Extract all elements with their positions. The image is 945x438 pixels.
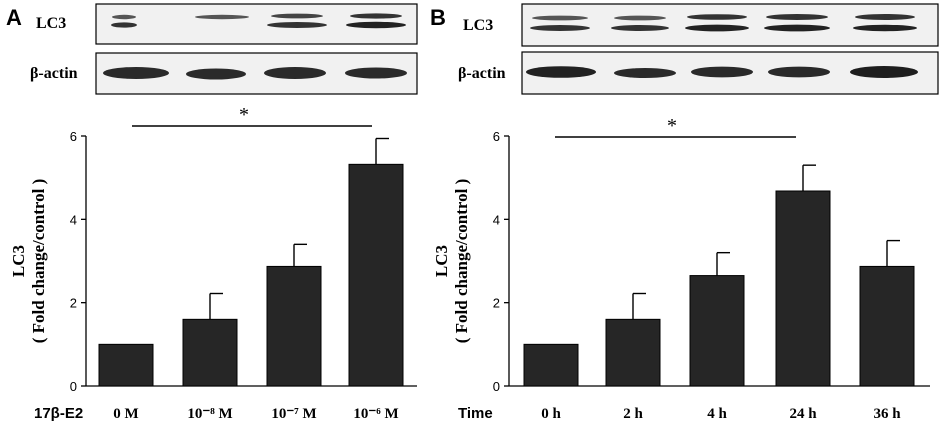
y-tick-label: 2	[493, 296, 500, 311]
blot-band	[768, 66, 830, 78]
bar	[859, 265, 915, 387]
bar	[266, 265, 322, 387]
panel-b-actin-blot: β-actin	[458, 51, 939, 95]
panel-b-lc3-blot: LC3	[463, 3, 939, 47]
panel-b-actin-label: β-actin	[458, 65, 506, 82]
blot-band	[855, 14, 915, 20]
bar	[182, 318, 238, 387]
blot-band	[853, 24, 917, 32]
y-tick-label: 0	[493, 379, 500, 394]
panel-b-letter: B	[430, 5, 446, 30]
panel-b-lc3-label: LC3	[463, 17, 493, 34]
bar	[605, 318, 661, 387]
blot-band	[691, 66, 753, 78]
blot-band	[685, 24, 749, 32]
significance-star: *	[667, 115, 677, 137]
panel-a-actin-label: β-actin	[30, 65, 78, 82]
blot-band	[264, 67, 326, 79]
panel-a-lc3-label: LC3	[36, 15, 66, 32]
panel-a-actin-blot: β-actin	[30, 52, 418, 95]
blot-band	[530, 25, 590, 31]
panel-a: A LC3 β-actin * LC3 ( Fold	[6, 3, 418, 422]
y-tick-label: 4	[493, 212, 500, 227]
blot-band	[267, 22, 327, 28]
blot-band	[532, 15, 588, 21]
y-tick-label: 2	[70, 296, 77, 311]
x-tick-label: 0 h	[541, 406, 561, 422]
bar	[523, 343, 579, 387]
panel-a-xtitle: 17β-E2	[34, 405, 83, 422]
significance-star: *	[239, 104, 249, 126]
panel-b-xtitle: Time	[458, 405, 493, 422]
blot-band	[345, 67, 407, 79]
panel-a-lc3-blot: LC3	[36, 3, 418, 45]
blot-band	[186, 68, 246, 80]
ylabel-line2: ( Fold change/control )	[452, 179, 471, 343]
blot-band	[611, 25, 669, 31]
blot-band	[103, 67, 169, 79]
blot-band	[346, 21, 406, 29]
blot-band	[112, 14, 136, 20]
blot-band	[526, 66, 596, 78]
ylabel-line2: ( Fold change/control )	[29, 179, 48, 343]
x-tick-label: 24 h	[789, 406, 817, 422]
bar	[98, 343, 154, 387]
bar	[775, 190, 831, 387]
panel-b: B LC3 β-actin *	[430, 3, 939, 422]
x-tick-label: 36 h	[873, 406, 901, 422]
y-tick-label: 0	[70, 379, 77, 394]
blot-band	[764, 24, 830, 32]
bar	[689, 275, 745, 387]
panel-b-ylabel: LC3 ( Fold change/control )	[432, 179, 471, 343]
x-tick-label: 10⁻⁶ M	[353, 406, 398, 422]
ylabel-line1: LC3	[432, 245, 451, 277]
x-tick-label: 10⁻⁷ M	[271, 406, 316, 422]
blot-band	[850, 66, 918, 78]
bar	[348, 163, 404, 387]
panel-a-plot: 0 2 4 6 0 M 10⁻⁸ M 10⁻⁷ M 10⁻⁶ M	[70, 129, 404, 422]
blot-band	[350, 13, 402, 19]
blot-band	[111, 22, 137, 28]
y-tick-label: 4	[70, 212, 77, 227]
panel-b-plot: 0 2 4 6 0 h 2 h 4 h 24 h 36 h	[493, 129, 915, 422]
ylabel-line1: LC3	[9, 245, 28, 277]
panel-a-ylabel: LC3 ( Fold change/control )	[9, 179, 48, 343]
panel-a-letter: A	[6, 5, 22, 30]
x-tick-label: 10⁻⁸ M	[187, 406, 232, 422]
x-tick-label: 0 M	[113, 406, 138, 422]
blot-band	[614, 15, 666, 21]
blot-band	[687, 14, 747, 20]
x-tick-label: 4 h	[707, 406, 727, 422]
y-tick-label: 6	[493, 129, 500, 144]
blot-band	[766, 14, 828, 20]
y-tick-label: 6	[70, 129, 77, 144]
blot-band	[614, 68, 676, 78]
blot-band	[195, 14, 249, 20]
x-tick-label: 2 h	[623, 406, 643, 422]
blot-band	[271, 13, 323, 19]
